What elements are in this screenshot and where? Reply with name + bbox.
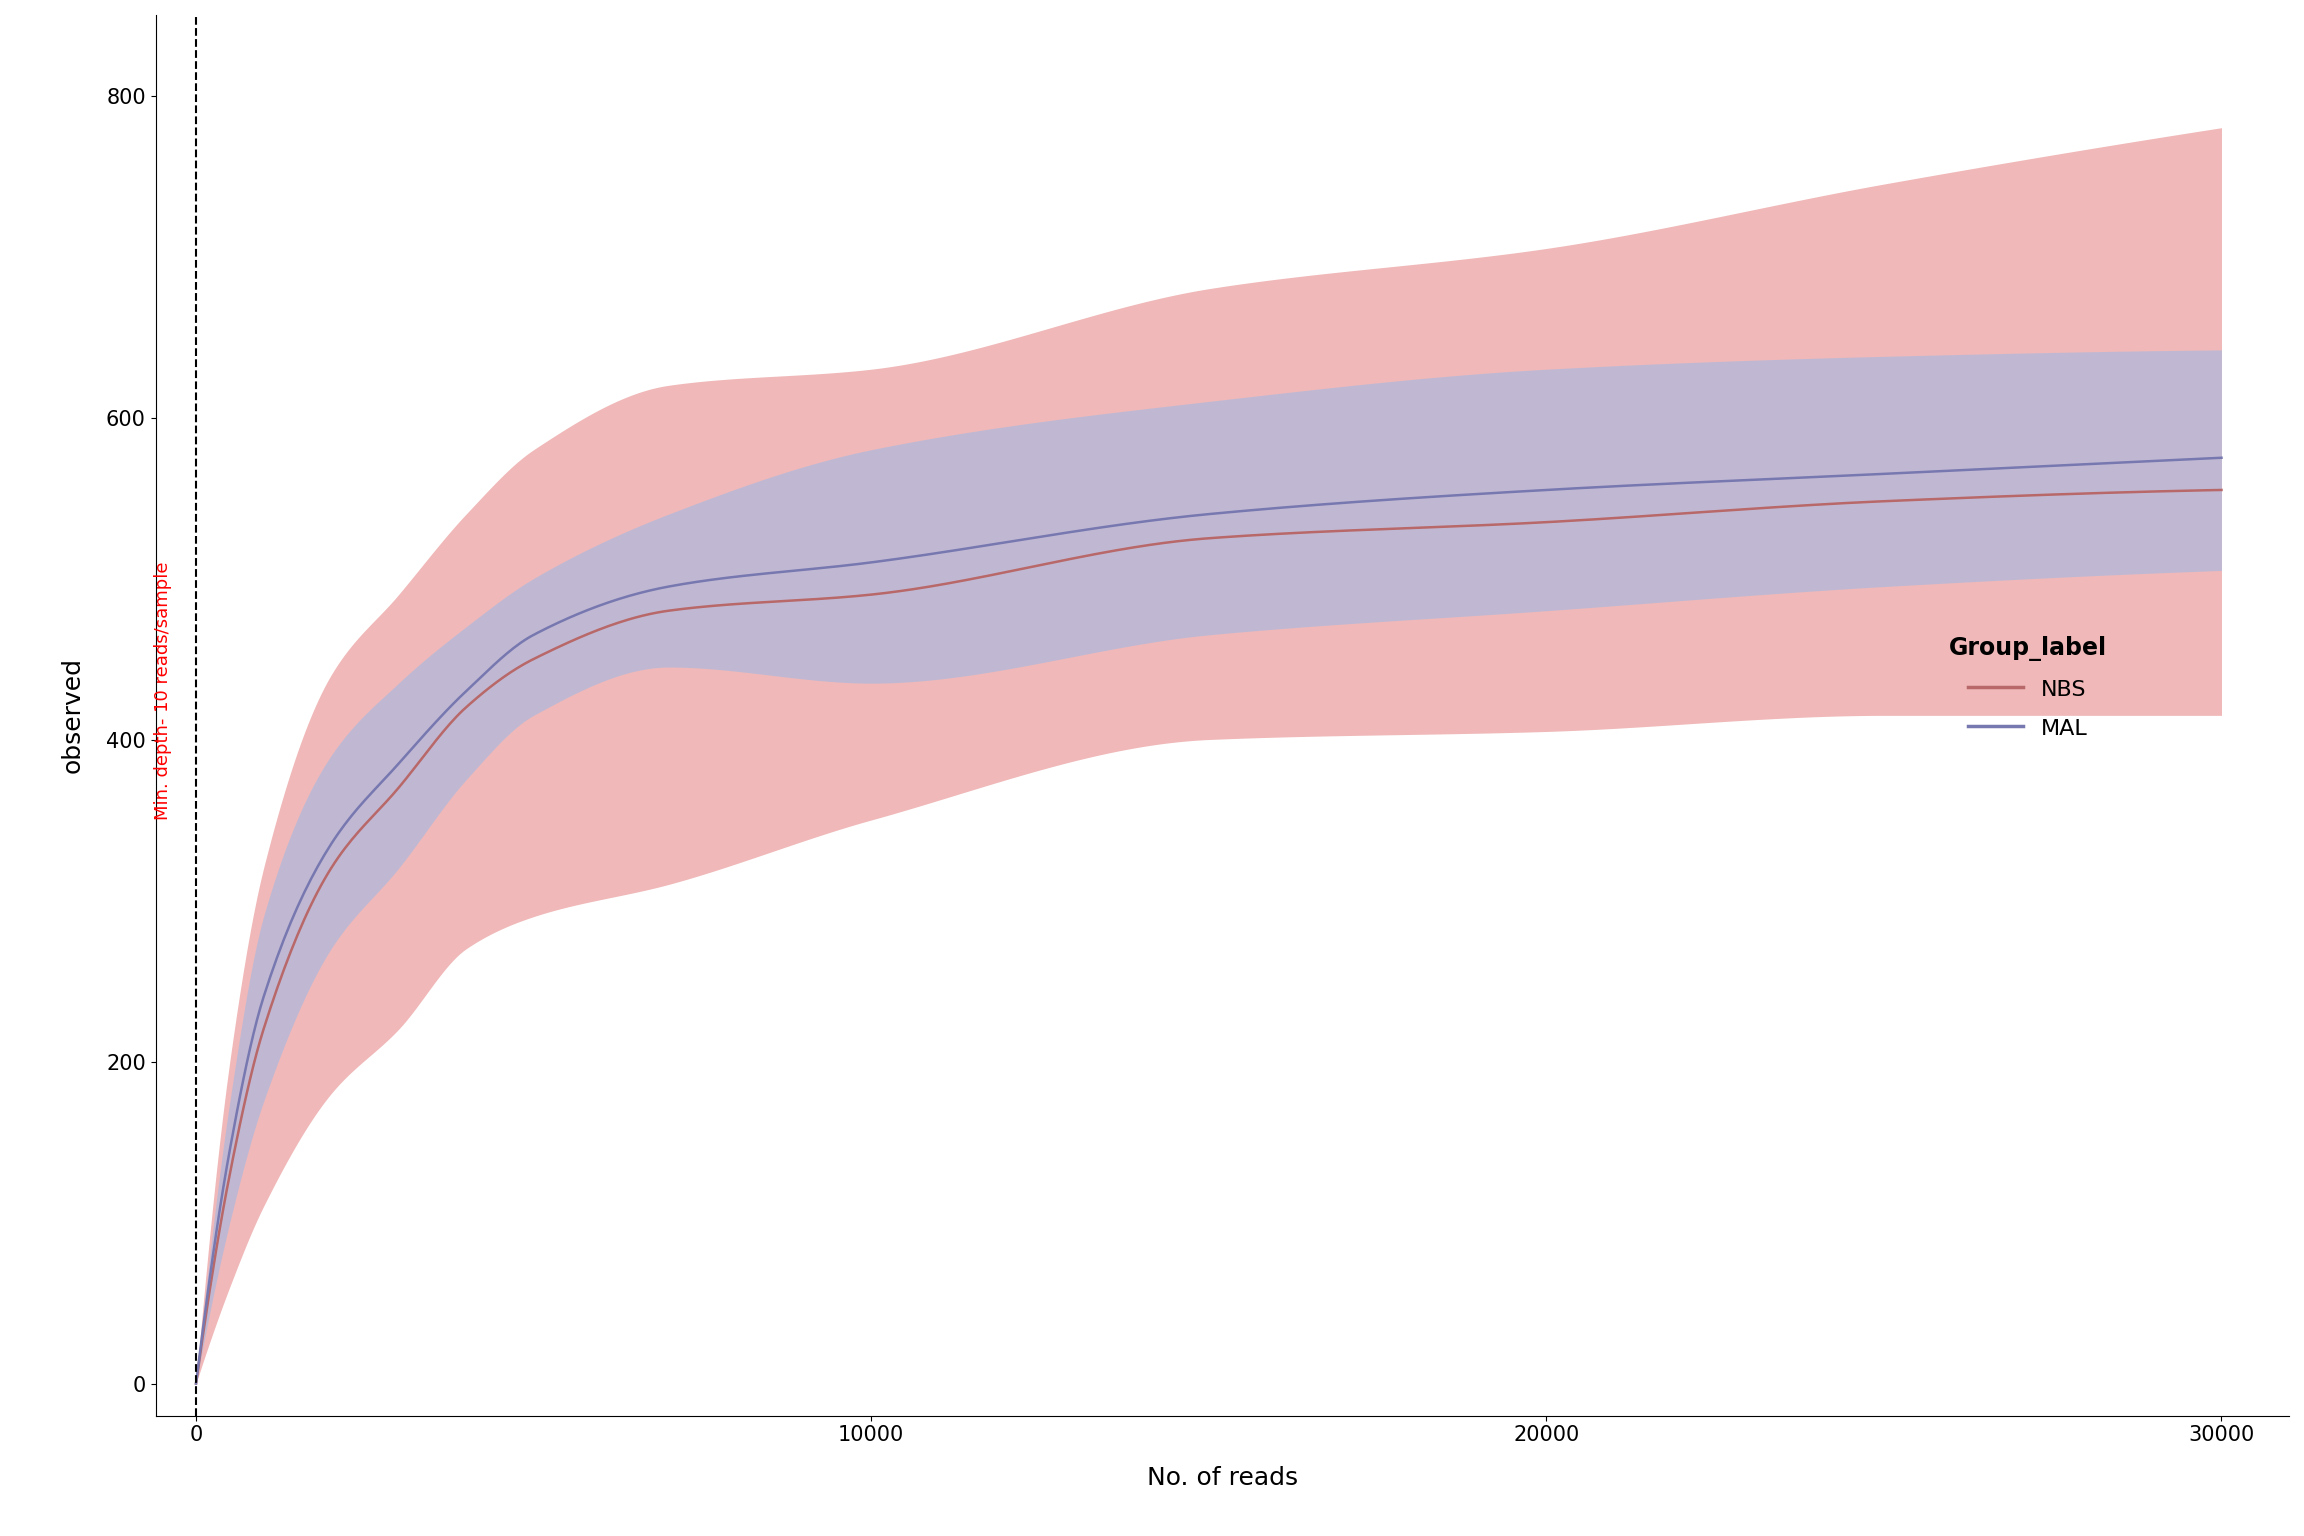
X-axis label: No. of reads: No. of reads: [1147, 1467, 1297, 1490]
Legend: NBS, MAL: NBS, MAL: [1938, 625, 2117, 750]
Text: Min. depth- 10 reads/sample: Min. depth- 10 reads/sample: [154, 562, 173, 820]
Y-axis label: observed: observed: [62, 657, 85, 773]
